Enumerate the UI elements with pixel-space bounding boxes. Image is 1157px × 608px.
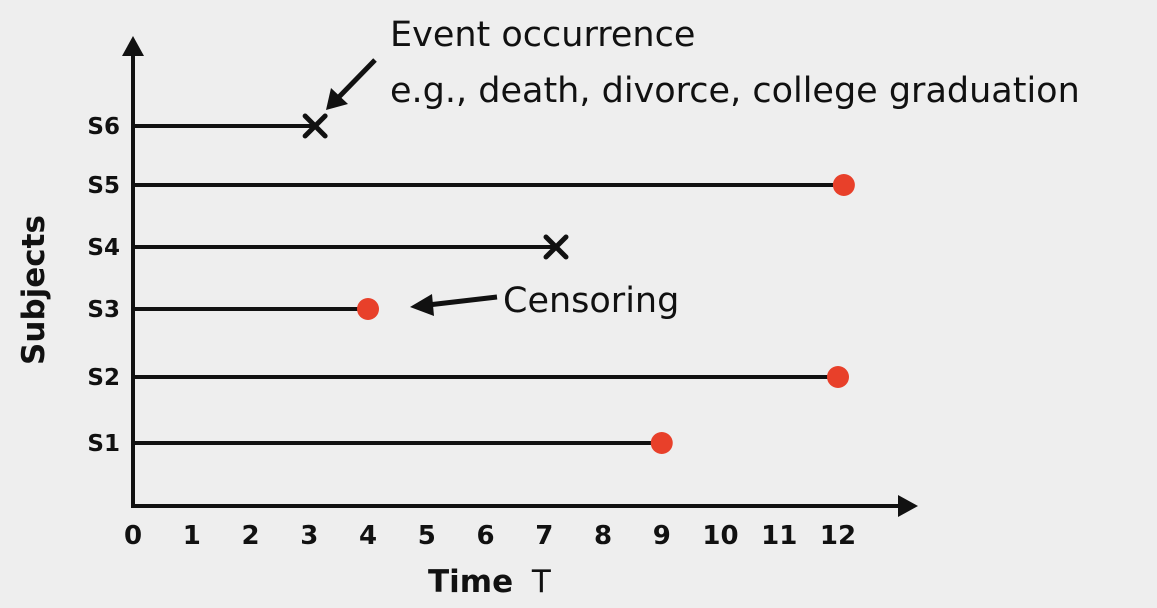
x-tick-label: 5: [418, 521, 436, 551]
event-annotation-examples: e.g., death, divorce, college graduation: [390, 71, 1080, 111]
x-tick-label: 4: [359, 521, 377, 551]
event-x-marker: [302, 113, 328, 139]
censoring-pointer-arrow: [427, 294, 498, 308]
x-axis-title: Time T: [428, 564, 552, 600]
x-tick-label: 7: [535, 521, 553, 551]
event-annotation-title: Event occurrence: [390, 15, 695, 55]
x-tick-label: 11: [761, 521, 797, 551]
subject-label: S6: [87, 114, 120, 140]
subject-label: S4: [87, 235, 120, 261]
subject-label: S1: [87, 431, 120, 457]
censoring-annotation: Censoring: [503, 281, 679, 321]
subject-label: S3: [87, 297, 120, 323]
y-axis-title: Subjects: [16, 215, 52, 365]
x-tick-label: 9: [653, 521, 671, 551]
x-tick-label: 1: [183, 521, 201, 551]
event-x-marker: [543, 234, 569, 260]
x-axis-title-symbol: T: [531, 564, 552, 600]
subject-timelines: S6 S5 S4 S3 S2 S1: [87, 113, 855, 457]
x-tick-label: 10: [702, 521, 738, 551]
x-tick-label: 12: [820, 521, 856, 551]
subject-label: S2: [87, 365, 120, 391]
censoring-dot-marker: [650, 432, 673, 454]
censoring-dot-marker: [357, 298, 379, 320]
x-tick-label: 3: [300, 521, 318, 551]
x-axis-title-word: Time: [428, 564, 513, 600]
x-axis-arrowhead: [898, 495, 918, 517]
x-tick-label: 8: [594, 521, 612, 551]
event-pointer-arrowhead: [326, 88, 348, 110]
y-axis-arrowhead: [122, 36, 144, 56]
subject-label: S5: [87, 173, 120, 199]
x-tick-label: 2: [241, 521, 259, 551]
censoring-pointer-arrowhead: [410, 294, 434, 316]
event-pointer-arrow: [334, 58, 377, 102]
x-tick-label: 0: [124, 521, 142, 551]
censoring-dot-marker: [832, 174, 855, 196]
x-tick-labels: 0 1 2 3 4 5 6 7 8 9 10 11 12: [124, 521, 856, 551]
x-tick-label: 6: [476, 521, 494, 551]
censoring-dot-marker: [827, 366, 849, 388]
